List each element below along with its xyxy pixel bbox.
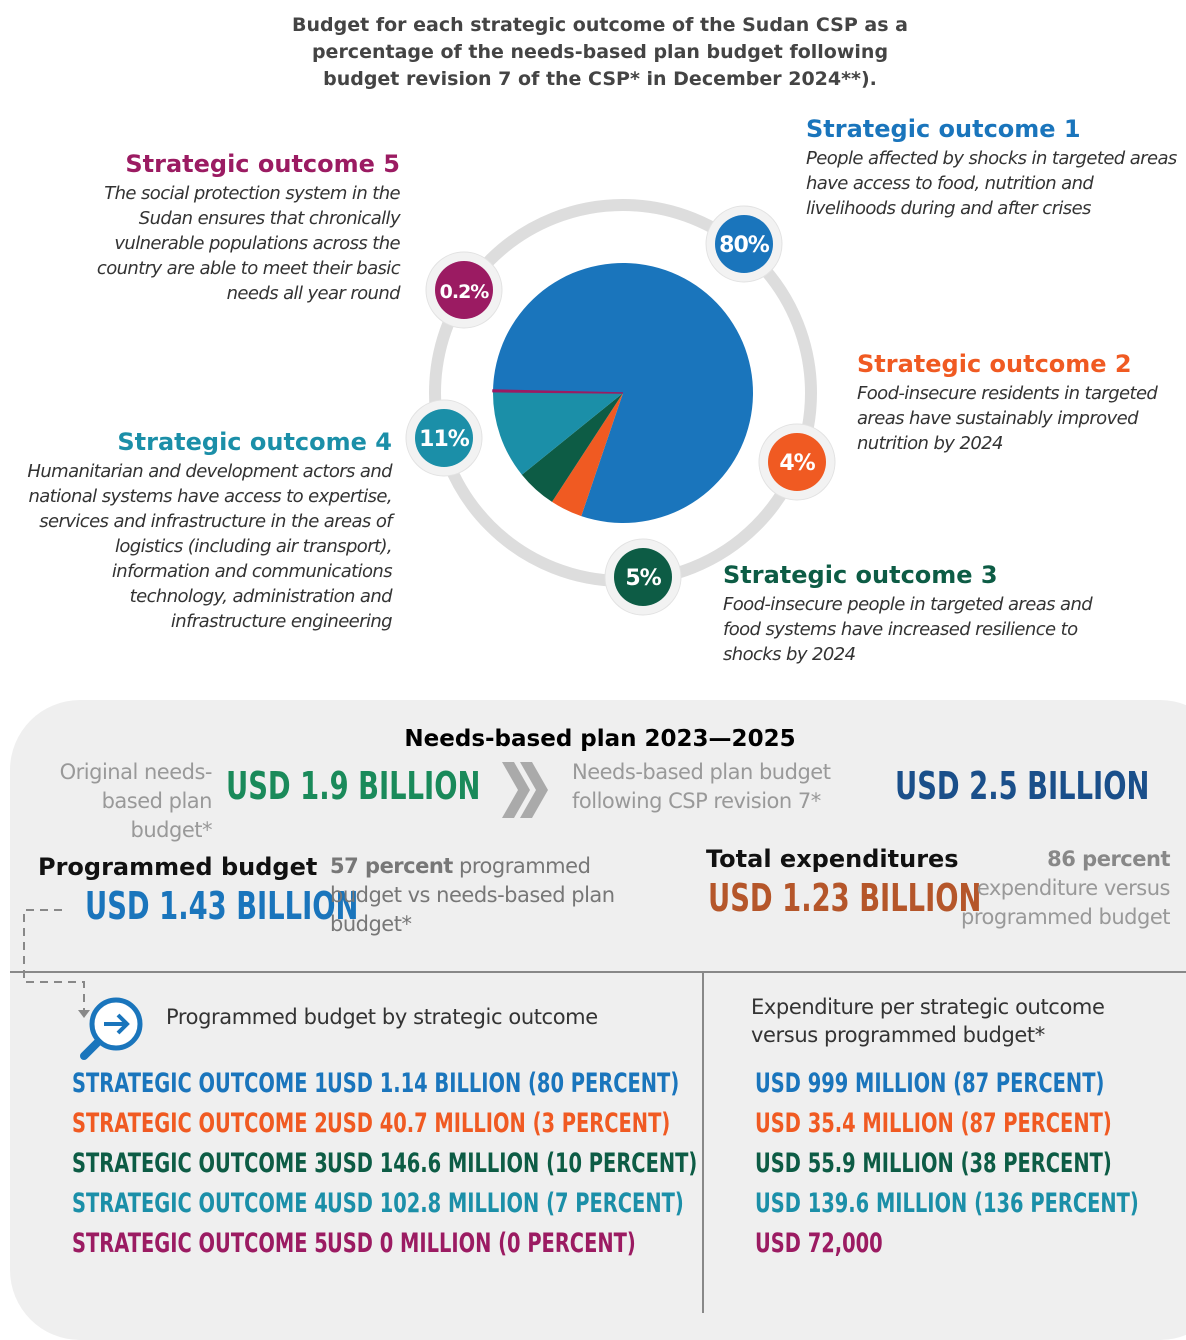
row-text: USD 40.7 MILLION (3 PERCENT)	[327, 1108, 671, 1139]
row-wrap: STRATEGIC OUTCOME 1	[72, 1068, 427, 1099]
expenditures-value: USD 1.23 BILLION	[708, 876, 982, 920]
row-text: STRATEGIC OUTCOME 4	[72, 1188, 328, 1219]
row-text: USD 1.14 BILLION (80 PERCENT)	[327, 1068, 680, 1099]
row-wrap: STRATEGIC OUTCOME 2	[72, 1108, 427, 1139]
row-text: USD 55.9 MILLION (38 PERCENT)	[755, 1148, 1112, 1179]
note-text: expenditure versus programmed budget	[961, 876, 1170, 929]
programmed-note: 57 percent programmed budget vs needs-ba…	[330, 852, 620, 939]
row-text: STRATEGIC OUTCOME 5	[72, 1228, 328, 1259]
row-wrap: USD 146.6 MILLION (10 PERCENT)	[327, 1148, 841, 1179]
pie-slice	[521, 393, 623, 502]
expenditures-heading: Total expenditures	[706, 845, 959, 873]
outcome-heading: Strategic outcome 2	[857, 350, 1132, 378]
pie-slice	[492, 389, 624, 394]
value-label: 4%	[779, 451, 815, 476]
row-wrap: USD 40.7 MILLION (3 PERCENT)	[327, 1108, 804, 1139]
by-outcome-heading: Programmed budget by strategic outcome	[166, 1005, 598, 1029]
row-wrap: USD 0 MILLION (0 PERCENT)	[327, 1228, 756, 1259]
outcome-heading: Strategic outcome 5	[125, 150, 400, 178]
pie-slice	[493, 263, 753, 523]
pie-chart: 80% 4% 5% 11% 0.2%	[405, 199, 836, 616]
row-text: STRATEGIC OUTCOME 1	[72, 1068, 328, 1099]
programmed-value: USD 1.43 BILLION	[85, 884, 359, 928]
expenditures-value-wrap: USD 1.23 BILLION	[708, 876, 1088, 920]
arrowhead	[78, 1010, 90, 1018]
row-wrap: STRATEGIC OUTCOME 4	[72, 1188, 427, 1219]
needs-heading: Needs-based plan 2023—2025	[404, 726, 796, 752]
revised-label: Needs-based plan budget following CSP re…	[572, 760, 831, 813]
value-label: 0.2%	[440, 281, 490, 303]
bubble	[435, 261, 493, 319]
bubble	[715, 215, 773, 273]
original-label: Original needs-based plan budget*	[59, 760, 213, 842]
outcome-description: People affected by shocks in targeted ar…	[806, 148, 1177, 219]
row-text: USD 139.6 MILLION (136 PERCENT)	[755, 1188, 1139, 1219]
row-wrap: STRATEGIC OUTCOME 3	[72, 1148, 427, 1179]
outcome-description: Food-insecure residents in targeted area…	[857, 383, 1158, 454]
value-label: 80%	[719, 233, 770, 258]
programmed-heading: Programmed budget	[38, 853, 318, 881]
row-text: USD 146.6 MILLION (10 PERCENT)	[327, 1148, 698, 1179]
row-text: STRATEGIC OUTCOME 3	[72, 1148, 328, 1179]
bubble	[415, 409, 473, 467]
row-wrap: USD 102.8 MILLION (7 PERCENT)	[327, 1188, 822, 1219]
revised-value-wrap: USD 2.5 BILLION	[895, 764, 1186, 808]
title: Budget for each strategic outcome of the…	[292, 14, 908, 90]
row-text: USD 72,000	[755, 1228, 883, 1259]
row-text: USD 0 MILLION (0 PERCENT)	[327, 1228, 636, 1259]
outcome-description: Food-insecure people in targeted areas a…	[723, 594, 1093, 665]
row-wrap: USD 72,000	[755, 1228, 932, 1259]
bubble	[768, 433, 826, 491]
original-value-wrap: USD 1.9 BILLION	[226, 764, 579, 808]
search-handle	[80, 1038, 102, 1060]
row-wrap: STRATEGIC OUTCOME 5	[72, 1228, 427, 1259]
connector	[23, 909, 85, 1012]
outcome-heading: Strategic outcome 3	[723, 561, 998, 589]
value-label: 5%	[625, 566, 661, 591]
row-wrap: USD 55.9 MILLION (38 PERCENT)	[755, 1148, 1186, 1179]
search-arrow	[104, 1013, 130, 1035]
row-text: USD 35.4 MILLION (87 PERCENT)	[755, 1108, 1112, 1139]
row-wrap: USD 999 MILLION (87 PERCENT)	[755, 1068, 1186, 1099]
outcome-heading: Strategic outcome 4	[117, 428, 392, 456]
pie-slice	[493, 391, 623, 475]
chevrons	[502, 762, 548, 818]
original-value: USD 1.9 BILLION	[226, 764, 481, 808]
outcome-description: Humanitarian and development actors and …	[27, 461, 392, 632]
panel-lines	[10, 762, 1186, 1313]
page: Budget for each strategic outcome of the…	[10, 14, 1186, 1340]
outcome-heading: Strategic outcome 1	[806, 115, 1081, 143]
summary-panel	[10, 700, 1186, 1340]
row-text: USD 102.8 MILLION (7 PERCENT)	[327, 1188, 684, 1219]
note-text: programmed budget vs needs-based plan bu…	[330, 854, 615, 936]
row-wrap: USD 35.4 MILLION (87 PERCENT)	[755, 1108, 1186, 1139]
expenditure-per-heading: Expenditure per strategic outcome versus…	[751, 995, 1105, 1047]
row-wrap: USD 139.6 MILLION (136 PERCENT)	[755, 1188, 1186, 1219]
revised-value: USD 2.5 BILLION	[895, 764, 1150, 808]
row-text: USD 999 MILLION (87 PERCENT)	[755, 1068, 1105, 1099]
row-text: STRATEGIC OUTCOME 2	[72, 1108, 328, 1139]
note-strong: 86 percent	[1047, 847, 1170, 871]
value-label: 11%	[419, 427, 470, 452]
expenditures-note: 86 percent expenditure versus programmed…	[940, 845, 1170, 932]
row-wrap: USD 1.14 BILLION (80 PERCENT)	[327, 1068, 816, 1099]
outcome-description: The social protection system in the Suda…	[96, 183, 401, 304]
pie-slice	[552, 393, 623, 517]
bubble	[614, 548, 672, 606]
note-strong: 57 percent	[330, 854, 453, 878]
programmed-value-wrap: USD 1.43 BILLION	[85, 884, 465, 928]
